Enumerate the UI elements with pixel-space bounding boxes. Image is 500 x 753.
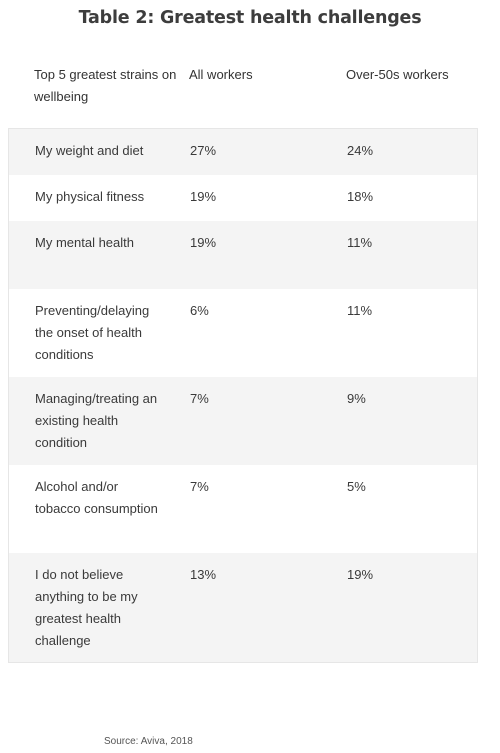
row-all-workers: 19% [190, 189, 217, 204]
source-note: Source: Aviva, 2018 [104, 736, 193, 747]
table-row: My physical fitness 19% 18% [9, 175, 477, 221]
row-all-workers: 27% [190, 143, 217, 158]
table-header: Top 5 greatest strains on wellbeing All … [8, 64, 478, 128]
table-row: Alcohol and/or tobacco consumption 7% 5% [9, 465, 477, 553]
row-over-50s: 24% [347, 143, 374, 158]
row-label: Managing/treating an existing health con… [35, 391, 158, 450]
page-title: Table 2: Greatest health challenges [78, 8, 422, 28]
row-over-50s: 9% [347, 391, 366, 406]
row-label: My weight and diet [35, 143, 144, 158]
table-row: I do not believe anything to be my great… [9, 553, 477, 662]
row-label: My physical fitness [35, 189, 145, 204]
row-all-workers: 6% [190, 303, 209, 318]
row-over-50s: 5% [347, 479, 366, 494]
column-header-over-50s: Over-50s workers [346, 67, 449, 82]
health-table: My weight and diet 27% 24% My physical f… [8, 128, 478, 663]
table-row: Preventing/delaying the onset of health … [9, 289, 477, 377]
row-over-50s: 18% [347, 189, 374, 204]
row-label: Preventing/delaying the onset of health … [35, 303, 150, 362]
table-row: My mental health 19% 11% [9, 221, 477, 289]
column-header-category: Top 5 greatest strains on wellbeing [34, 67, 177, 104]
row-label: Alcohol and/or tobacco consumption [35, 479, 158, 516]
row-all-workers: 13% [190, 567, 217, 582]
column-header-all-workers: All workers [189, 67, 253, 82]
row-label: My mental health [35, 235, 134, 250]
row-all-workers: 7% [190, 479, 209, 494]
row-over-50s: 11% [347, 235, 373, 250]
row-label: I do not believe anything to be my great… [35, 567, 138, 648]
row-over-50s: 19% [347, 567, 374, 582]
row-all-workers: 7% [190, 391, 209, 406]
table-row: My weight and diet 27% 24% [9, 129, 477, 175]
row-over-50s: 11% [347, 303, 373, 318]
table-row: Managing/treating an existing health con… [9, 377, 477, 465]
row-all-workers: 19% [190, 235, 217, 250]
